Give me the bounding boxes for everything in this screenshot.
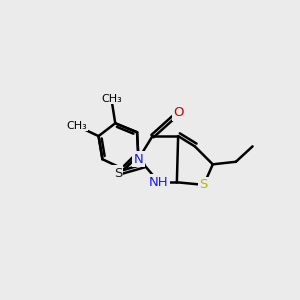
Text: CH₃: CH₃ bbox=[66, 121, 87, 131]
Text: O: O bbox=[173, 106, 183, 119]
Text: CH₃: CH₃ bbox=[101, 94, 122, 104]
Text: N: N bbox=[134, 153, 143, 166]
Text: S: S bbox=[114, 167, 122, 180]
Text: NH: NH bbox=[149, 176, 169, 189]
Text: S: S bbox=[200, 178, 208, 191]
